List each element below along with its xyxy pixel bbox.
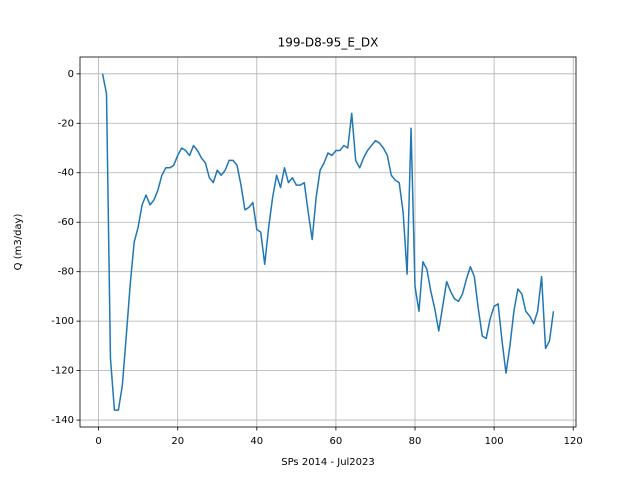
y-tick-label: -80 bbox=[58, 267, 74, 278]
y-tick-label: -120 bbox=[51, 366, 74, 377]
x-tick-label: 0 bbox=[95, 436, 101, 447]
y-tick-label: 0 bbox=[68, 69, 74, 80]
line bbox=[101, 73, 555, 411]
chart-title: 199-D8-95_E_DX bbox=[278, 36, 379, 50]
y-tick-label: -20 bbox=[58, 118, 74, 129]
x-tick-label: 80 bbox=[409, 436, 422, 447]
y-tick-label: -40 bbox=[58, 168, 74, 179]
y-tick-label: -140 bbox=[51, 415, 74, 426]
x-tick-label: 20 bbox=[171, 436, 184, 447]
y-tick-label: -60 bbox=[58, 217, 74, 228]
x-tick-label: 100 bbox=[485, 436, 504, 447]
x-tick-label: 40 bbox=[250, 436, 263, 447]
y-tick-label: -100 bbox=[51, 316, 74, 327]
x-tick-label: 60 bbox=[330, 436, 343, 447]
x-tick-label: 120 bbox=[564, 436, 583, 447]
plot-frame bbox=[79, 56, 577, 428]
y-axis-label: Q (m3/day) bbox=[13, 214, 24, 271]
x-axis-label: SPs 2014 - Jul2023 bbox=[281, 457, 375, 468]
